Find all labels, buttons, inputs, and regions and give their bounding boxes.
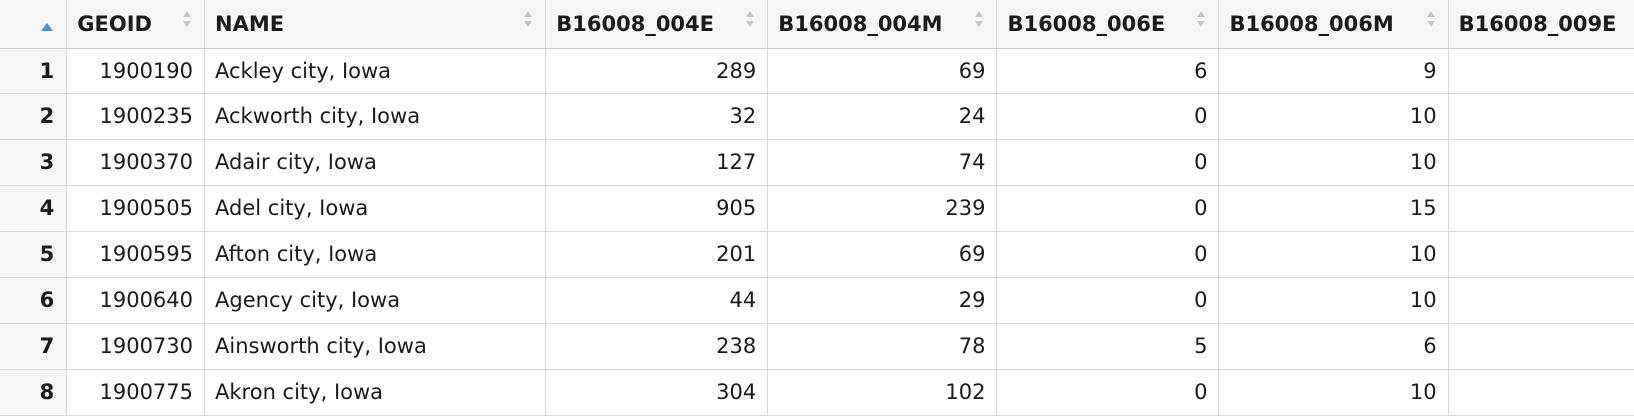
- cell-b16008-006e[interactable]: 5: [996, 323, 1220, 370]
- cell-geoid[interactable]: 1900730: [66, 323, 206, 370]
- row-index: 2: [0, 93, 68, 140]
- cell-name[interactable]: Adair city, Iowa: [204, 139, 547, 186]
- cell-b16008-006e[interactable]: 0: [996, 231, 1220, 278]
- cell-b16008-004e[interactable]: 304: [545, 369, 769, 416]
- row-index: 8: [0, 369, 68, 416]
- cell-b16008-009e[interactable]: 0: [1448, 93, 1634, 140]
- cell-geoid[interactable]: 1900505: [66, 185, 206, 232]
- cell-b16008-009e[interactable]: 75: [1448, 185, 1634, 232]
- column-header-b16008-004m[interactable]: B16008_004M: [767, 0, 998, 49]
- row-index: 7: [0, 323, 68, 370]
- cell-b16008-009e[interactable]: 0: [1448, 48, 1634, 94]
- cell-b16008-004e[interactable]: 289: [545, 48, 769, 94]
- column-header-label: B16008_006E: [1007, 11, 1166, 36]
- cell-geoid[interactable]: 1900775: [66, 369, 206, 416]
- table-header: GEOID NAME B16008_004E: [0, 0, 1634, 49]
- cell-b16008-004e[interactable]: 201: [545, 231, 769, 278]
- cell-b16008-006e[interactable]: 6: [996, 48, 1220, 94]
- cell-b16008-004m[interactable]: 102: [767, 369, 998, 416]
- table-row[interactable]: 4 1900505 Adel city, Iowa 905 239 0 15 7…: [0, 185, 1634, 232]
- sort-both-icon: [523, 9, 533, 29]
- column-header-label: B16008_004E: [556, 11, 714, 36]
- cell-b16008-006m[interactable]: 10: [1218, 369, 1449, 416]
- column-header-b16008-009e[interactable]: B16008_009E: [1448, 0, 1634, 49]
- column-header-label: NAME: [215, 11, 285, 36]
- column-header-label: B16008_004M: [778, 11, 943, 36]
- row-index-header[interactable]: [0, 0, 68, 49]
- table-row[interactable]: 6 1900640 Agency city, Iowa 44 29 0 10 0: [0, 277, 1634, 324]
- cell-b16008-004m[interactable]: 29: [767, 277, 998, 324]
- sort-both-icon: [974, 9, 984, 29]
- row-index: 5: [0, 231, 68, 278]
- sort-ascending-icon: [40, 13, 54, 31]
- cell-b16008-006m[interactable]: 10: [1218, 231, 1449, 278]
- table-row[interactable]: 5 1900595 Afton city, Iowa 201 69 0 10 0: [0, 231, 1634, 278]
- cell-b16008-006m[interactable]: 10: [1218, 277, 1449, 324]
- row-index: 3: [0, 139, 68, 186]
- cell-b16008-009e[interactable]: 0: [1448, 139, 1634, 186]
- cell-b16008-004e[interactable]: 238: [545, 323, 769, 370]
- cell-b16008-006m[interactable]: 9: [1218, 48, 1449, 94]
- cell-b16008-009e[interactable]: 0: [1448, 323, 1634, 370]
- column-header-label: GEOID: [77, 11, 152, 36]
- table-row[interactable]: 8 1900775 Akron city, Iowa 304 102 0 10 …: [0, 369, 1634, 416]
- cell-geoid[interactable]: 1900640: [66, 277, 206, 324]
- cell-b16008-009e[interactable]: 0: [1448, 277, 1634, 324]
- cell-geoid[interactable]: 1900370: [66, 139, 206, 186]
- cell-b16008-004e[interactable]: 32: [545, 93, 769, 140]
- cell-name[interactable]: Ainsworth city, Iowa: [204, 323, 547, 370]
- cell-geoid[interactable]: 1900595: [66, 231, 206, 278]
- column-header-b16008-006e[interactable]: B16008_006E: [996, 0, 1220, 49]
- cell-geoid[interactable]: 1900235: [66, 93, 206, 140]
- cell-b16008-006m[interactable]: 10: [1218, 93, 1449, 140]
- column-header-geoid[interactable]: GEOID: [66, 0, 206, 49]
- row-index: 6: [0, 277, 68, 324]
- cell-b16008-006m[interactable]: 6: [1218, 323, 1449, 370]
- cell-b16008-004e[interactable]: 44: [545, 277, 769, 324]
- column-header-name[interactable]: NAME: [204, 0, 547, 49]
- cell-b16008-004e[interactable]: 127: [545, 139, 769, 186]
- row-index: 1: [0, 48, 68, 94]
- cell-name[interactable]: Ackworth city, Iowa: [204, 93, 547, 140]
- cell-b16008-009e[interactable]: 0: [1448, 369, 1634, 416]
- cell-b16008-006m[interactable]: 10: [1218, 139, 1449, 186]
- cell-b16008-006m[interactable]: 15: [1218, 185, 1449, 232]
- cell-b16008-004m[interactable]: 74: [767, 139, 998, 186]
- cell-b16008-004m[interactable]: 78: [767, 323, 998, 370]
- sort-both-icon: [745, 9, 755, 29]
- sort-both-icon: [1196, 9, 1206, 29]
- sort-both-icon: [182, 9, 192, 29]
- cell-name[interactable]: Agency city, Iowa: [204, 277, 547, 324]
- cell-b16008-004m[interactable]: 24: [767, 93, 998, 140]
- cell-geoid[interactable]: 1900190: [66, 48, 206, 94]
- cell-b16008-004m[interactable]: 239: [767, 185, 998, 232]
- cell-name[interactable]: Adel city, Iowa: [204, 185, 547, 232]
- header-row: GEOID NAME B16008_004E: [0, 0, 1634, 49]
- table-row[interactable]: 7 1900730 Ainsworth city, Iowa 238 78 5 …: [0, 323, 1634, 370]
- cell-b16008-006e[interactable]: 0: [996, 185, 1220, 232]
- column-header-b16008-004e[interactable]: B16008_004E: [545, 0, 769, 49]
- cell-b16008-004m[interactable]: 69: [767, 231, 998, 278]
- table-row[interactable]: 1 1900190 Ackley city, Iowa 289 69 6 9 0: [0, 48, 1634, 94]
- cell-b16008-009e[interactable]: 0: [1448, 231, 1634, 278]
- cell-b16008-006e[interactable]: 0: [996, 93, 1220, 140]
- sort-both-icon: [1426, 9, 1436, 29]
- table-row[interactable]: 2 1900235 Ackworth city, Iowa 32 24 0 10…: [0, 93, 1634, 140]
- row-index: 4: [0, 185, 68, 232]
- cell-b16008-006e[interactable]: 0: [996, 139, 1220, 186]
- column-header-label: B16008_006M: [1229, 11, 1394, 36]
- cell-b16008-004e[interactable]: 905: [545, 185, 769, 232]
- cell-name[interactable]: Afton city, Iowa: [204, 231, 547, 278]
- cell-b16008-006e[interactable]: 0: [996, 369, 1220, 416]
- table-body: 1 1900190 Ackley city, Iowa 289 69 6 9 0…: [0, 48, 1634, 416]
- column-header-b16008-006m[interactable]: B16008_006M: [1218, 0, 1449, 49]
- cell-name[interactable]: Ackley city, Iowa: [204, 48, 547, 94]
- table-row[interactable]: 3 1900370 Adair city, Iowa 127 74 0 10 0: [0, 139, 1634, 186]
- cell-b16008-004m[interactable]: 69: [767, 48, 998, 94]
- column-header-label: B16008_009E: [1458, 11, 1617, 36]
- cell-name[interactable]: Akron city, Iowa: [204, 369, 547, 416]
- cell-b16008-006e[interactable]: 0: [996, 277, 1220, 324]
